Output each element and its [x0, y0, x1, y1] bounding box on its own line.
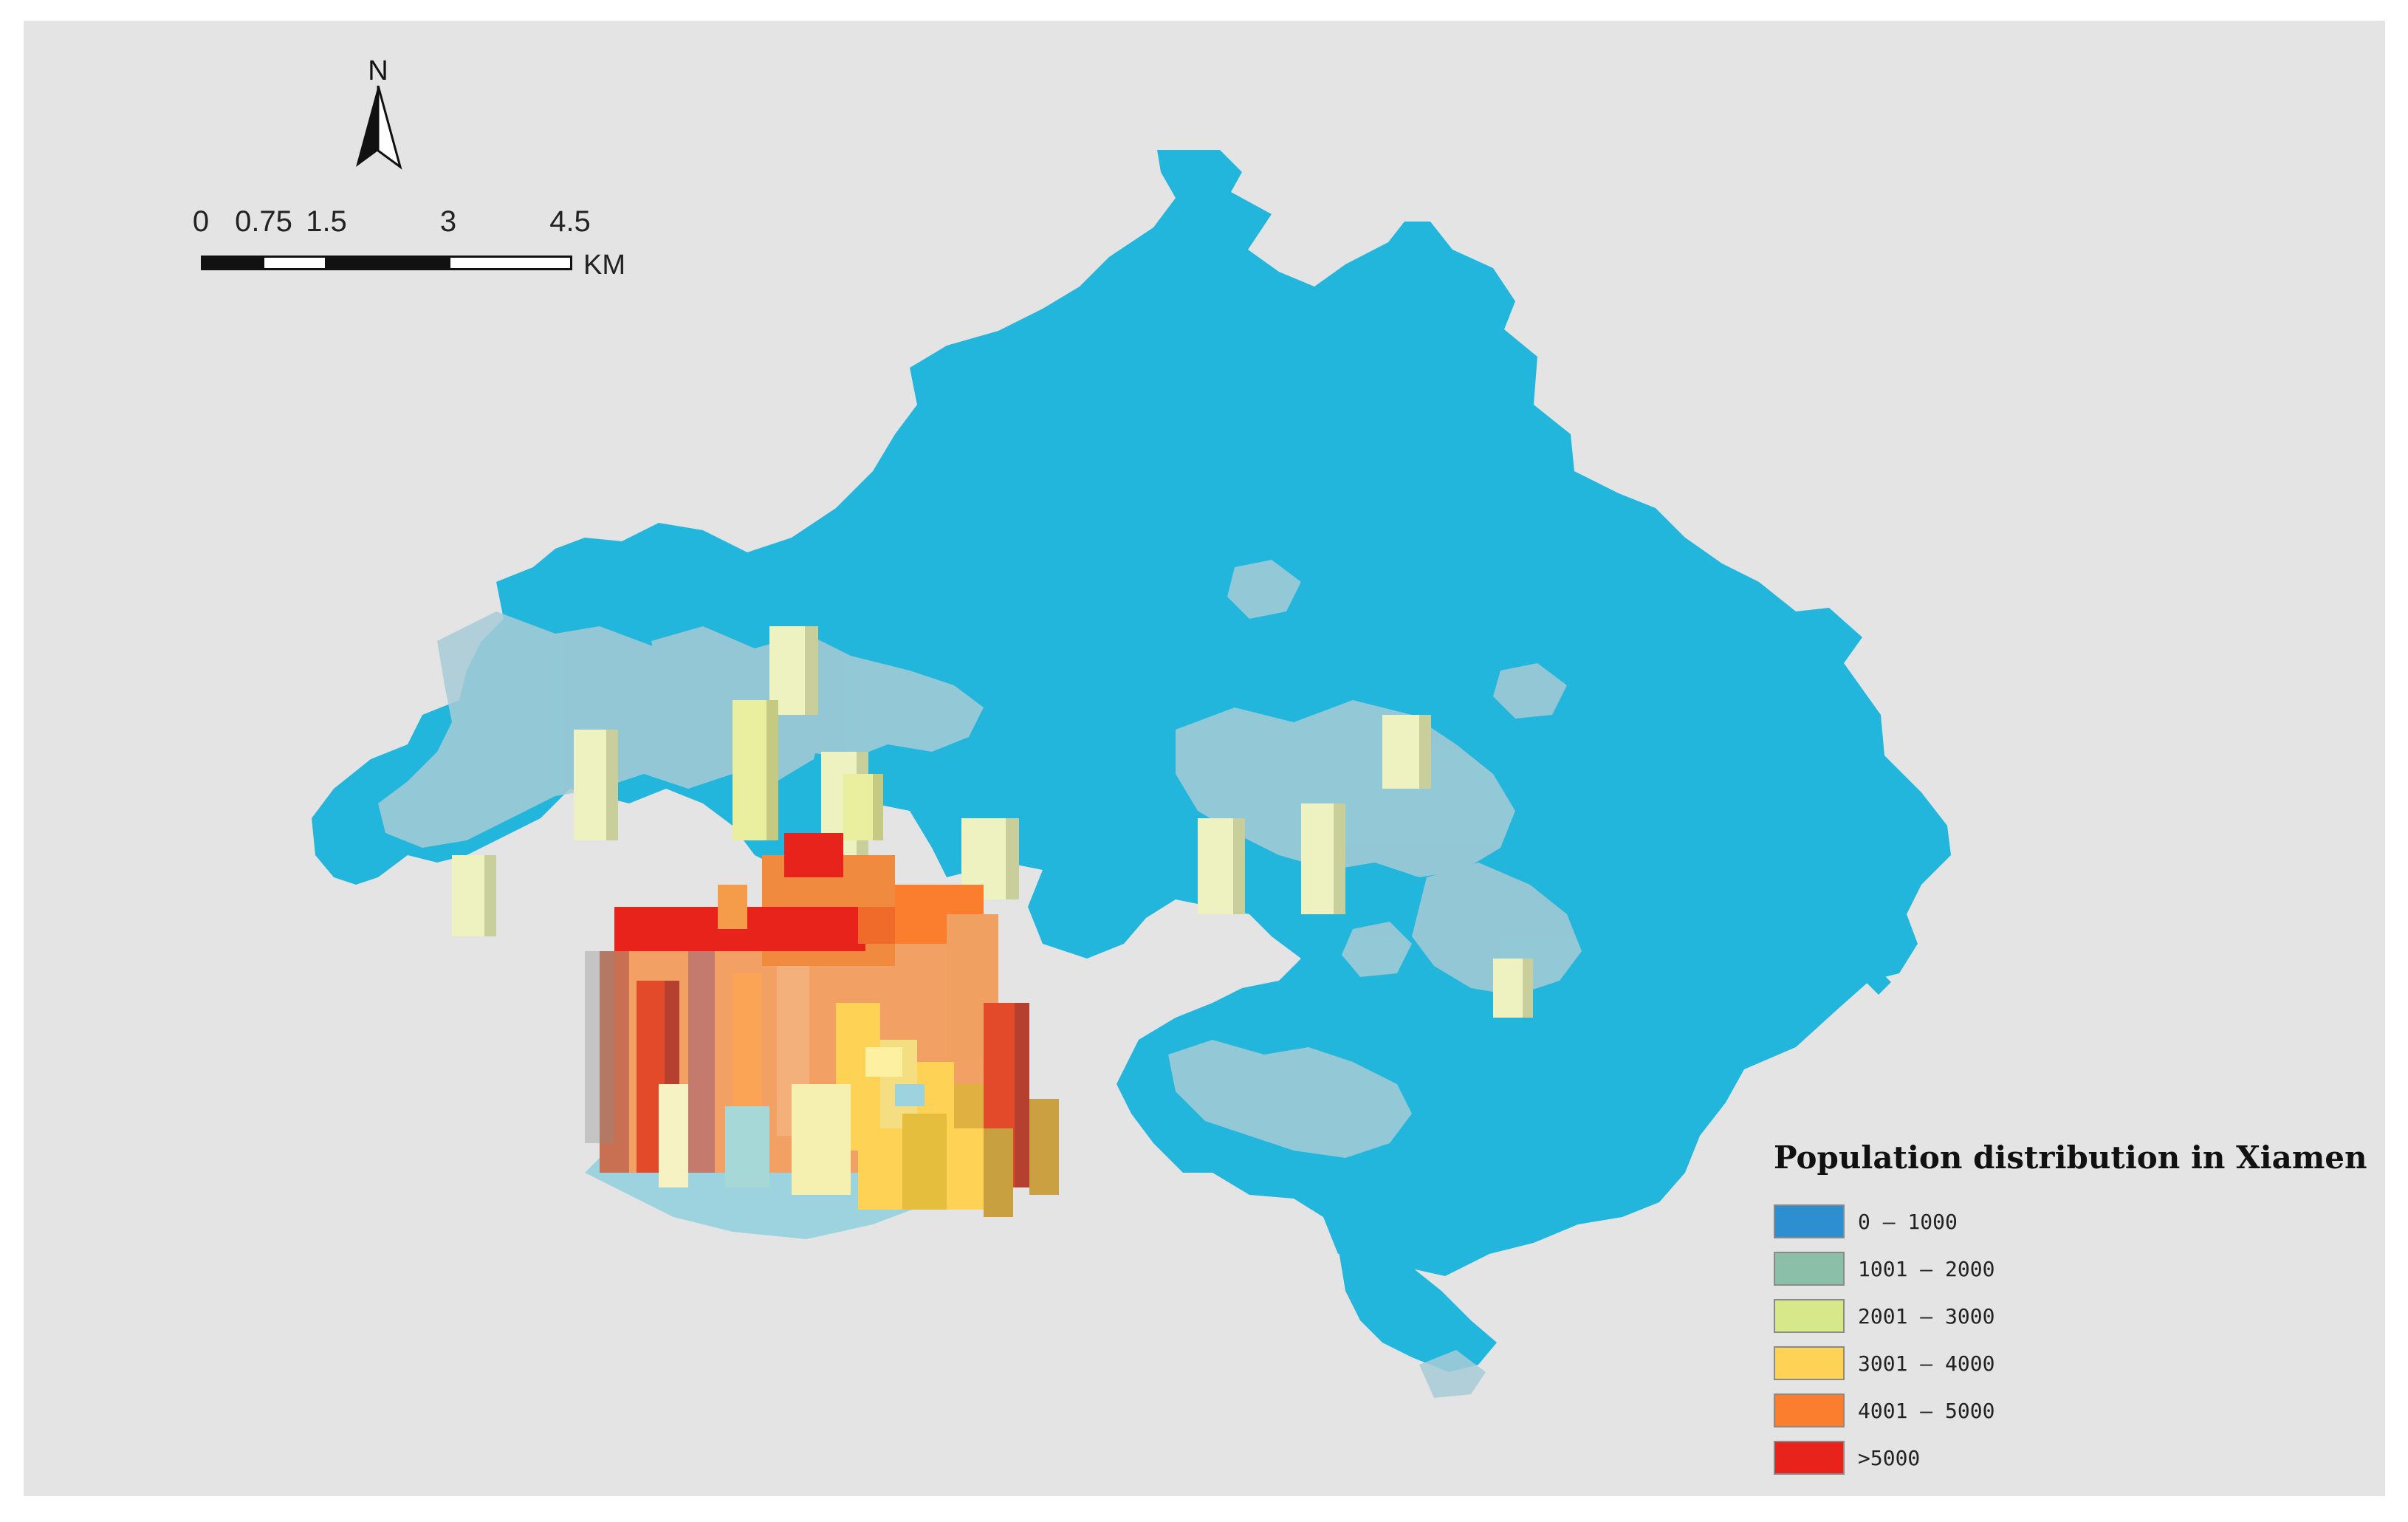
legend-label: 3001 – 4000 — [1858, 1351, 1995, 1376]
region-islet — [1338, 1232, 1497, 1372]
scale-label-4-5: 4.5 — [549, 205, 591, 238]
legend: Population distribution in Xiamen 0 – 10… — [1774, 1139, 2379, 1481]
region-dot — [1866, 970, 1891, 995]
legend-label: 4001 – 5000 — [1858, 1398, 1995, 1423]
scale-bar: 0 0.75 1.5 3 4.5 KM — [164, 205, 666, 294]
legend-item: 4001 – 5000 — [1774, 1387, 2379, 1434]
legend-label: 1001 – 2000 — [1858, 1256, 1995, 1281]
legend-swatch — [1774, 1252, 1845, 1286]
legend-label: >5000 — [1858, 1445, 1921, 1470]
legend-label: 2001 – 3000 — [1858, 1303, 1995, 1329]
scale-segment — [201, 256, 264, 270]
north-arrow: N — [341, 56, 415, 178]
population-map — [312, 150, 1951, 1398]
legend-item: 1001 – 2000 — [1774, 1245, 2379, 1292]
scale-segment — [448, 256, 572, 270]
legend-item: 3001 – 4000 — [1774, 1340, 2379, 1387]
legend-label: 0 – 1000 — [1858, 1209, 1958, 1234]
scale-label-3: 3 — [439, 205, 457, 238]
legend-swatch — [1774, 1299, 1845, 1333]
map-frame: N 0 0.75 1.5 3 4.5 KM Population distrib… — [24, 21, 2385, 1496]
mid-density-columns — [452, 626, 1533, 1018]
region-dot — [1404, 230, 1432, 258]
legend-swatch — [1774, 1441, 1845, 1475]
scale-unit: KM — [583, 250, 625, 281]
region-dot — [1142, 859, 1166, 882]
legend-item: 0 – 1000 — [1774, 1198, 2379, 1245]
legend-swatch — [1774, 1394, 1845, 1427]
scale-segment — [325, 256, 450, 270]
downtown-cluster — [585, 833, 1059, 1239]
region-base — [312, 150, 1951, 1276]
legend-swatch — [1774, 1204, 1845, 1238]
scale-segment — [262, 256, 327, 270]
scale-label-0-75: 0.75 — [235, 205, 292, 238]
legend-item: >5000 — [1774, 1434, 2379, 1481]
legend-title: Population distribution in Xiamen — [1774, 1139, 2367, 1176]
legend-item: 2001 – 3000 — [1774, 1292, 2379, 1340]
legend-items: 0 – 1000 1001 – 2000 2001 – 3000 3001 – 400… — [1774, 1198, 2379, 1481]
north-label: N — [368, 55, 388, 86]
north-arrow-icon — [356, 85, 402, 170]
scale-label-1-5: 1.5 — [306, 205, 347, 238]
scale-label-0: 0 — [192, 205, 210, 238]
legend-swatch — [1774, 1346, 1845, 1380]
